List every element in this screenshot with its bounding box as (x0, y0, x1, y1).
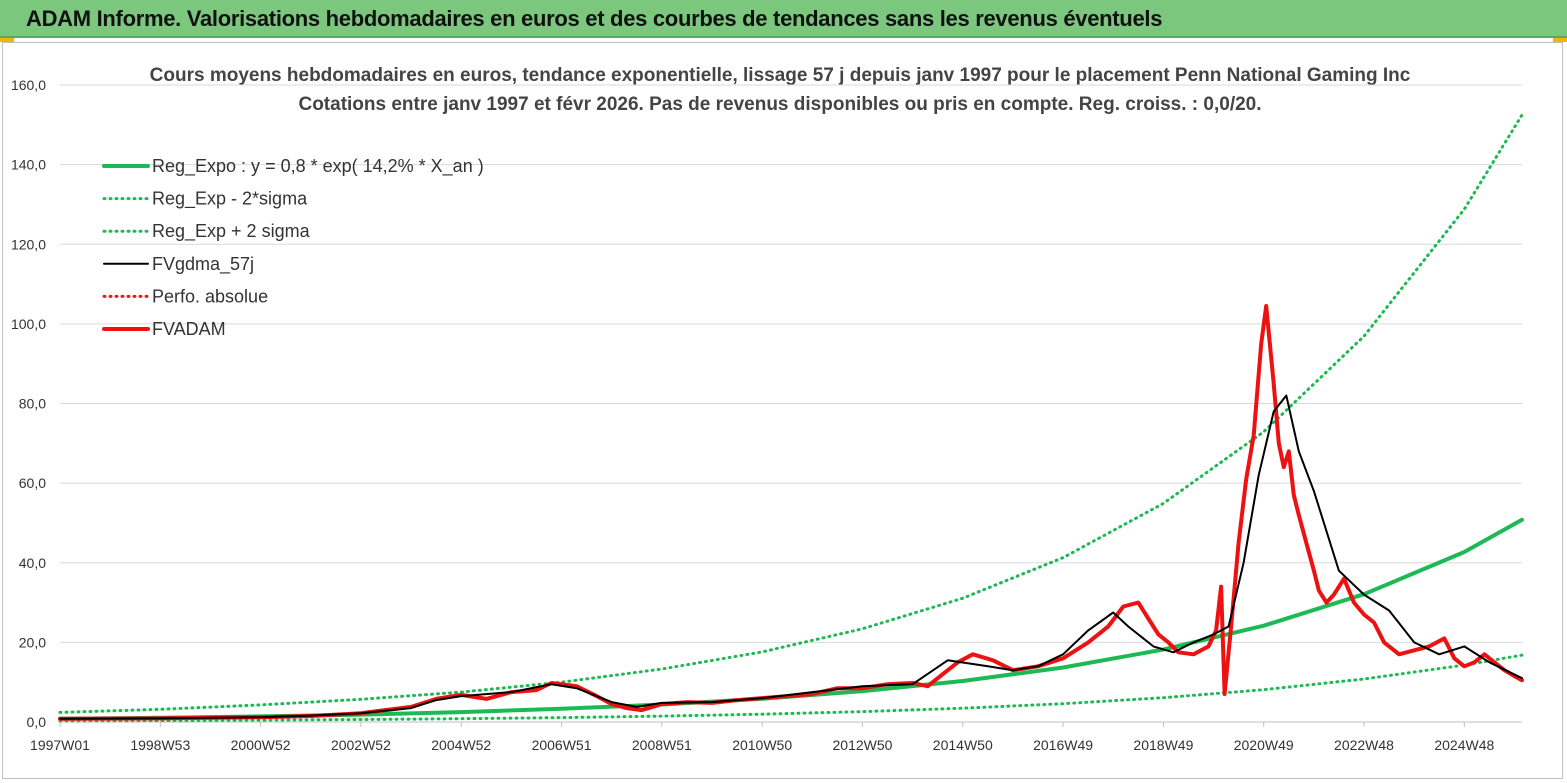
x-tick-label: 2008W51 (632, 737, 692, 753)
series-line-5 (58, 304, 1524, 721)
x-tick-label: 2004W52 (431, 737, 491, 753)
series-lines (58, 113, 1524, 723)
corner-marker-left (0, 38, 14, 42)
x-tick-label: 1997W01 (30, 737, 90, 753)
chart-title-line-2: Cotations entre janv 1997 et févr 2026. … (298, 94, 1261, 115)
header-bar: ADAM Informe. Valorisations hebdomadaire… (0, 0, 1567, 38)
y-tick-label: 0,0 (27, 714, 47, 730)
y-tick-label: 20,0 (19, 634, 46, 650)
legend-label-5: FVADAM (152, 319, 226, 339)
x-tick-label: 2022W48 (1334, 737, 1394, 753)
x-tick-label: 2010W50 (732, 737, 792, 753)
x-tick-label: 2012W50 (833, 737, 893, 753)
series-line-0 (58, 517, 1524, 721)
y-tick-label: 120,0 (11, 236, 46, 252)
x-tick-label: 2002W52 (331, 737, 391, 753)
series-line-3 (59, 394, 1523, 720)
y-tick-label: 160,0 (11, 77, 46, 93)
x-tick-label: 2016W49 (1033, 737, 1093, 753)
corner-marker-right (1553, 38, 1567, 42)
x-axis-ticks: 1997W01 1998W53 2000W52 2002W52 2004W52 2006W… (30, 722, 1494, 753)
chart-title-line-1: Cours moyens hebdomadaires en euros, ten… (150, 65, 1411, 86)
x-tick-label: 2024W48 (1434, 737, 1494, 753)
x-tick-label: 1998W53 (130, 737, 190, 753)
series-line-1 (58, 653, 1524, 723)
x-tick-label: 2006W51 (532, 737, 592, 753)
y-tick-label: 140,0 (11, 157, 46, 173)
y-tick-label: 100,0 (11, 316, 46, 332)
y-tick-label: 40,0 (19, 555, 46, 571)
y-axis-ticks: 0,0 20,0 40,0 60,0 80,0 100,0 120,0 140,0 160,0 (11, 77, 46, 730)
legend-label-1: Reg_Exp - 2*sigma (152, 189, 308, 210)
legend: Reg_Expo : y = 0,8 * exp( 14,2% * X_an )… (102, 156, 484, 339)
legend-label-0: Reg_Expo : y = 0,8 * exp( 14,2% * X_an ) (152, 156, 484, 177)
y-tick-label: 80,0 (19, 396, 46, 412)
y-tick-label: 60,0 (19, 475, 46, 491)
legend-label-2: Reg_Exp + 2 sigma (152, 221, 311, 242)
x-tick-label: 2000W52 (231, 737, 291, 753)
gridlines (60, 84, 1522, 643)
series-line-2 (58, 113, 1524, 714)
x-tick-label: 2020W49 (1234, 737, 1294, 753)
x-tick-label: 2014W50 (933, 737, 993, 753)
legend-label-4: Perfo. absolue (152, 286, 268, 306)
chart-frame (2, 42, 1563, 779)
x-tick-label: 2018W49 (1133, 737, 1193, 753)
legend-label-3: FVgdma_57j (152, 254, 254, 275)
page-title: ADAM Informe. Valorisations hebdomadaire… (26, 6, 1163, 31)
